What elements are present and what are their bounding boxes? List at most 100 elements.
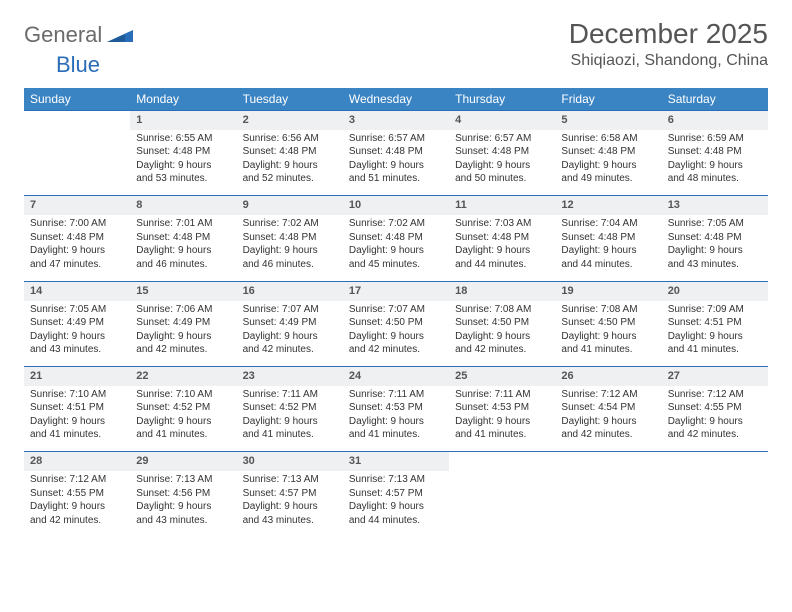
- daylight-text: Daylight: 9 hours and 44 minutes.: [349, 500, 443, 527]
- sunset-text: Sunset: 4:55 PM: [30, 487, 124, 501]
- sunrise-text: Sunrise: 6:58 AM: [561, 132, 655, 146]
- day-cell: Sunrise: 7:05 AMSunset: 4:48 PMDaylight:…: [662, 215, 768, 281]
- sunrise-text: Sunrise: 7:06 AM: [136, 303, 230, 317]
- weekday-header: Wednesday: [343, 88, 449, 111]
- weekday-header-row: Sunday Monday Tuesday Wednesday Thursday…: [24, 88, 768, 111]
- sunset-text: Sunset: 4:48 PM: [455, 145, 549, 159]
- daylight-text: Daylight: 9 hours and 52 minutes.: [243, 159, 337, 186]
- sunrise-text: Sunrise: 7:11 AM: [349, 388, 443, 402]
- day-cell: Sunrise: 7:13 AMSunset: 4:56 PMDaylight:…: [130, 471, 236, 537]
- day-cell: Sunrise: 6:58 AMSunset: 4:48 PMDaylight:…: [555, 130, 661, 196]
- day-cell: [24, 130, 130, 196]
- daylight-text: Daylight: 9 hours and 41 minutes.: [136, 415, 230, 442]
- weekday-header: Friday: [555, 88, 661, 111]
- sunset-text: Sunset: 4:48 PM: [668, 231, 762, 245]
- daynum-row: 78910111213: [24, 196, 768, 215]
- day-number: 6: [662, 111, 768, 130]
- sunrise-text: Sunrise: 6:55 AM: [136, 132, 230, 146]
- daylight-text: Daylight: 9 hours and 41 minutes.: [243, 415, 337, 442]
- calendar-table: Sunday Monday Tuesday Wednesday Thursday…: [24, 88, 768, 537]
- day-number: 17: [343, 281, 449, 300]
- logo-icon: [107, 24, 133, 47]
- sunset-text: Sunset: 4:56 PM: [136, 487, 230, 501]
- content-row: Sunrise: 7:12 AMSunset: 4:55 PMDaylight:…: [24, 471, 768, 537]
- day-cell: [449, 471, 555, 537]
- sunset-text: Sunset: 4:54 PM: [561, 401, 655, 415]
- daylight-text: Daylight: 9 hours and 45 minutes.: [349, 244, 443, 271]
- day-number: 30: [237, 452, 343, 471]
- day-number: 26: [555, 367, 661, 386]
- daylight-text: Daylight: 9 hours and 44 minutes.: [561, 244, 655, 271]
- sunset-text: Sunset: 4:53 PM: [349, 401, 443, 415]
- daylight-text: Daylight: 9 hours and 49 minutes.: [561, 159, 655, 186]
- daylight-text: Daylight: 9 hours and 43 minutes.: [668, 244, 762, 271]
- sunrise-text: Sunrise: 7:04 AM: [561, 217, 655, 231]
- weekday-header: Monday: [130, 88, 236, 111]
- day-cell: Sunrise: 7:01 AMSunset: 4:48 PMDaylight:…: [130, 215, 236, 281]
- day-cell: [555, 471, 661, 537]
- sunset-text: Sunset: 4:51 PM: [30, 401, 124, 415]
- day-cell: Sunrise: 6:57 AMSunset: 4:48 PMDaylight:…: [449, 130, 555, 196]
- sunset-text: Sunset: 4:48 PM: [349, 231, 443, 245]
- sunrise-text: Sunrise: 7:05 AM: [668, 217, 762, 231]
- day-cell: Sunrise: 7:11 AMSunset: 4:53 PMDaylight:…: [343, 386, 449, 452]
- daylight-text: Daylight: 9 hours and 42 minutes.: [136, 330, 230, 357]
- day-number: 15: [130, 281, 236, 300]
- day-cell: Sunrise: 7:13 AMSunset: 4:57 PMDaylight:…: [237, 471, 343, 537]
- day-number: 2: [237, 111, 343, 130]
- day-number: 1: [130, 111, 236, 130]
- day-number: 31: [343, 452, 449, 471]
- sunset-text: Sunset: 4:50 PM: [349, 316, 443, 330]
- sunrise-text: Sunrise: 7:01 AM: [136, 217, 230, 231]
- sunrise-text: Sunrise: 7:09 AM: [668, 303, 762, 317]
- sunrise-text: Sunrise: 7:13 AM: [136, 473, 230, 487]
- day-number: 24: [343, 367, 449, 386]
- sunrise-text: Sunrise: 7:12 AM: [30, 473, 124, 487]
- weekday-header: Sunday: [24, 88, 130, 111]
- sunrise-text: Sunrise: 7:03 AM: [455, 217, 549, 231]
- day-cell: Sunrise: 7:05 AMSunset: 4:49 PMDaylight:…: [24, 301, 130, 367]
- daynum-row: 21222324252627: [24, 367, 768, 386]
- logo-text-general: General: [24, 22, 102, 48]
- daylight-text: Daylight: 9 hours and 41 minutes.: [30, 415, 124, 442]
- sunrise-text: Sunrise: 7:08 AM: [561, 303, 655, 317]
- day-number: 5: [555, 111, 661, 130]
- sunrise-text: Sunrise: 7:10 AM: [136, 388, 230, 402]
- daylight-text: Daylight: 9 hours and 41 minutes.: [349, 415, 443, 442]
- day-cell: Sunrise: 7:07 AMSunset: 4:49 PMDaylight:…: [237, 301, 343, 367]
- day-cell: Sunrise: 6:55 AMSunset: 4:48 PMDaylight:…: [130, 130, 236, 196]
- day-cell: Sunrise: 7:08 AMSunset: 4:50 PMDaylight:…: [555, 301, 661, 367]
- day-number: 9: [237, 196, 343, 215]
- sunset-text: Sunset: 4:48 PM: [455, 231, 549, 245]
- sunrise-text: Sunrise: 7:13 AM: [349, 473, 443, 487]
- day-cell: [662, 471, 768, 537]
- day-number: 22: [130, 367, 236, 386]
- day-number: [24, 111, 130, 130]
- sunset-text: Sunset: 4:49 PM: [243, 316, 337, 330]
- daylight-text: Daylight: 9 hours and 42 minutes.: [668, 415, 762, 442]
- day-number: 4: [449, 111, 555, 130]
- daylight-text: Daylight: 9 hours and 51 minutes.: [349, 159, 443, 186]
- daylight-text: Daylight: 9 hours and 41 minutes.: [668, 330, 762, 357]
- sunset-text: Sunset: 4:48 PM: [349, 145, 443, 159]
- day-cell: Sunrise: 7:13 AMSunset: 4:57 PMDaylight:…: [343, 471, 449, 537]
- daynum-row: 123456: [24, 111, 768, 130]
- sunrise-text: Sunrise: 7:02 AM: [243, 217, 337, 231]
- sunrise-text: Sunrise: 7:05 AM: [30, 303, 124, 317]
- day-cell: Sunrise: 7:12 AMSunset: 4:55 PMDaylight:…: [24, 471, 130, 537]
- sunset-text: Sunset: 4:48 PM: [668, 145, 762, 159]
- day-cell: Sunrise: 7:10 AMSunset: 4:52 PMDaylight:…: [130, 386, 236, 452]
- day-number: 28: [24, 452, 130, 471]
- sunset-text: Sunset: 4:55 PM: [668, 401, 762, 415]
- day-cell: Sunrise: 7:03 AMSunset: 4:48 PMDaylight:…: [449, 215, 555, 281]
- sunrise-text: Sunrise: 7:12 AM: [561, 388, 655, 402]
- day-cell: Sunrise: 7:10 AMSunset: 4:51 PMDaylight:…: [24, 386, 130, 452]
- sunrise-text: Sunrise: 7:07 AM: [349, 303, 443, 317]
- daylight-text: Daylight: 9 hours and 44 minutes.: [455, 244, 549, 271]
- day-cell: Sunrise: 6:59 AMSunset: 4:48 PMDaylight:…: [662, 130, 768, 196]
- content-row: Sunrise: 7:00 AMSunset: 4:48 PMDaylight:…: [24, 215, 768, 281]
- sunset-text: Sunset: 4:53 PM: [455, 401, 549, 415]
- logo-text-blue: Blue: [56, 52, 100, 77]
- daylight-text: Daylight: 9 hours and 42 minutes.: [30, 500, 124, 527]
- weekday-header: Saturday: [662, 88, 768, 111]
